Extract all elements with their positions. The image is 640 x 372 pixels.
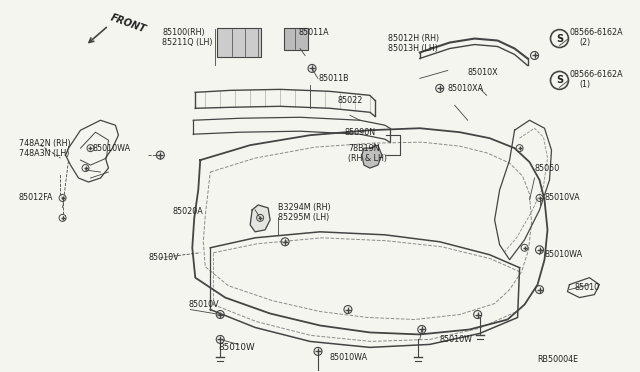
Text: FRONT: FRONT	[109, 13, 148, 35]
Text: S: S	[556, 76, 563, 86]
FancyBboxPatch shape	[284, 28, 308, 49]
Text: 85013H (LH): 85013H (LH)	[388, 44, 438, 53]
Text: 85010VA: 85010VA	[545, 193, 580, 202]
Text: (RH & LH): (RH & LH)	[348, 154, 387, 163]
Text: 08566-6162A: 08566-6162A	[570, 28, 623, 37]
Text: 85211Q (LH): 85211Q (LH)	[163, 38, 213, 47]
Text: 85010W: 85010W	[440, 335, 473, 344]
Text: 85011A: 85011A	[298, 28, 329, 37]
Text: 85012H (RH): 85012H (RH)	[388, 34, 439, 43]
Text: 85011B: 85011B	[318, 74, 349, 83]
Text: 85010W: 85010W	[218, 343, 255, 352]
Polygon shape	[250, 205, 270, 232]
Polygon shape	[362, 145, 382, 168]
Text: 85295M (LH): 85295M (LH)	[278, 214, 330, 222]
Text: 08566-6162A: 08566-6162A	[570, 70, 623, 79]
Text: 85100(RH): 85100(RH)	[163, 28, 205, 37]
Text: RB50004E: RB50004E	[538, 355, 579, 364]
Text: 85010WA: 85010WA	[545, 250, 582, 259]
Text: 85010V: 85010V	[188, 300, 219, 309]
FancyBboxPatch shape	[217, 28, 261, 58]
Text: (1): (1)	[579, 80, 591, 89]
Text: 85020A: 85020A	[172, 208, 203, 217]
Text: 748A2N (RH): 748A2N (RH)	[19, 139, 70, 148]
Text: 85010WA: 85010WA	[330, 353, 368, 362]
Text: 85090N: 85090N	[345, 128, 376, 137]
Text: 85022: 85022	[338, 96, 364, 105]
Text: 85010X: 85010X	[468, 68, 499, 77]
Text: 85010: 85010	[575, 283, 600, 292]
Text: 85010XA: 85010XA	[448, 84, 484, 93]
Text: 85010WA: 85010WA	[92, 144, 131, 153]
Text: 748A3N (LH): 748A3N (LH)	[19, 149, 69, 158]
Text: 85012FA: 85012FA	[19, 193, 53, 202]
Text: B3294M (RH): B3294M (RH)	[278, 203, 331, 212]
Text: S: S	[556, 33, 563, 44]
Text: 85010V: 85010V	[148, 253, 179, 262]
Text: 78B19N: 78B19N	[348, 144, 380, 153]
Text: 85050: 85050	[534, 164, 560, 173]
Text: (2): (2)	[579, 38, 591, 47]
